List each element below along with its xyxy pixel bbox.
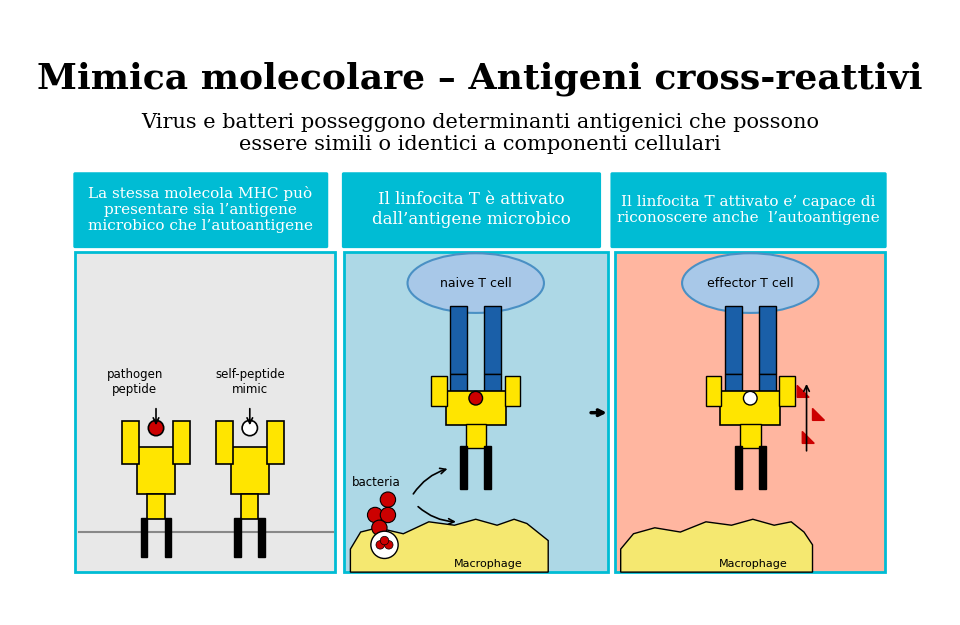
Polygon shape [621,519,812,572]
Text: bacteria: bacteria [351,476,400,489]
Bar [466,424,486,448]
Circle shape [380,508,396,522]
FancyBboxPatch shape [73,173,328,248]
Bar [216,421,232,464]
Polygon shape [797,386,809,398]
Ellipse shape [682,253,819,313]
Text: self-peptide
mimic: self-peptide mimic [215,368,285,396]
Text: Macrophage: Macrophage [718,559,787,569]
Text: La stessa molecola MHC può
presentare sia l’antigene
microbico che l’autoantigen: La stessa molecola MHC può presentare si… [88,186,313,234]
Bar [344,253,608,572]
Bar [431,376,446,406]
Bar [148,494,164,519]
Circle shape [385,541,393,549]
Circle shape [380,492,396,508]
Bar [122,421,139,464]
Bar [725,374,742,404]
Bar [450,374,468,404]
Circle shape [468,391,483,405]
Bar [614,253,885,572]
Text: Mimica molecolare – Antigeni cross-reattivi: Mimica molecolare – Antigeni cross-reatt… [37,61,923,96]
Circle shape [376,541,385,549]
Bar [484,306,501,374]
Bar [231,447,269,494]
Bar [720,391,780,426]
Bar [141,518,148,557]
Polygon shape [803,431,814,443]
Text: essere simili o identici a componenti cellulari: essere simili o identici a componenti ce… [239,134,721,154]
Text: Il linfocita T attivato e’ capace di
riconoscere anche  l’autoantigene: Il linfocita T attivato e’ capace di ric… [617,194,880,225]
Bar [137,447,175,494]
Bar [164,518,171,557]
Bar [173,421,190,464]
Bar [267,421,284,464]
Bar [758,446,766,489]
Bar [706,376,721,406]
Text: naive T cell: naive T cell [440,277,512,289]
Circle shape [242,421,257,436]
Bar [461,446,468,489]
Circle shape [743,391,757,405]
Bar [484,374,501,404]
Bar [740,424,760,448]
Bar [450,306,468,374]
Bar [735,446,742,489]
Bar [258,518,265,557]
Bar [758,374,776,404]
Bar [75,253,335,572]
Text: Il linfocita T è attivato
dall’antigene microbico: Il linfocita T è attivato dall’antigene … [372,191,571,228]
Bar [780,376,795,406]
Polygon shape [812,408,825,421]
Circle shape [149,421,164,436]
Text: effector T cell: effector T cell [707,277,794,289]
FancyBboxPatch shape [611,173,887,248]
Ellipse shape [408,253,544,313]
Text: Virus e batteri posseggono determinanti antigenici che possono: Virus e batteri posseggono determinanti … [141,113,819,132]
Polygon shape [350,519,548,572]
Bar [241,494,258,519]
Bar [234,518,241,557]
Circle shape [368,508,383,522]
Bar [758,306,776,374]
Bar [505,376,520,406]
Circle shape [372,520,387,536]
Text: pathogen
peptide: pathogen peptide [107,368,163,396]
Bar [484,446,492,489]
Circle shape [380,536,389,545]
Bar [725,306,742,374]
Bar [445,391,506,426]
Text: Macrophage: Macrophage [454,559,523,569]
FancyBboxPatch shape [342,173,601,248]
Circle shape [371,531,398,559]
